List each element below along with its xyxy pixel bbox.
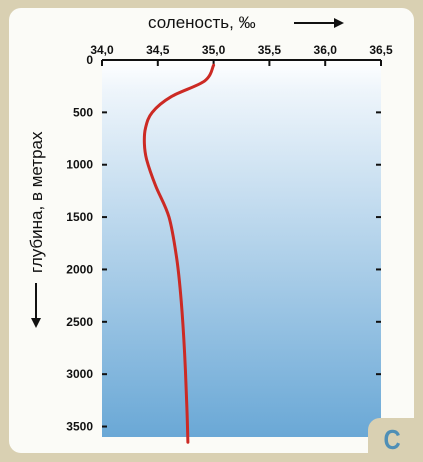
arrow-right-icon <box>294 18 344 28</box>
panel-letter-badge: C <box>368 418 416 462</box>
y-tick-label: 2000 <box>66 262 93 276</box>
x-tick-label: 36,5 <box>369 43 393 57</box>
y-tick-label: 2500 <box>66 315 93 329</box>
x-tick-label: 35,0 <box>202 43 226 57</box>
plot-area <box>102 60 381 437</box>
chart-panel: 34,0 34,5 35,0 35,5 36,0 36,5 0 500 1000 1500 2000… <box>9 8 414 453</box>
y-tick-label: 1500 <box>66 210 93 224</box>
x-tick-label: 35,5 <box>258 43 282 57</box>
y-tick-label: 0 <box>86 53 93 67</box>
y-tick-label: 500 <box>73 105 93 119</box>
x-tick-label: 36,0 <box>314 43 338 57</box>
salinity-depth-chart: 34,0 34,5 35,0 35,5 36,0 36,5 0 500 1000 1500 2000… <box>27 13 393 444</box>
badge-letter: C <box>383 424 401 455</box>
y-tick-label: 3500 <box>66 420 93 434</box>
y-tick-label: 1000 <box>66 158 93 172</box>
arrow-down-icon <box>31 283 41 328</box>
x-tick-label: 34,0 <box>90 43 114 57</box>
x-tick-label: 34,5 <box>146 43 170 57</box>
salinity-curve <box>142 63 216 444</box>
x-axis-title: соленость, ‰ <box>148 13 256 32</box>
y-axis-title: глубина, в метрах <box>27 131 46 273</box>
y-tick-label: 3000 <box>66 367 93 381</box>
